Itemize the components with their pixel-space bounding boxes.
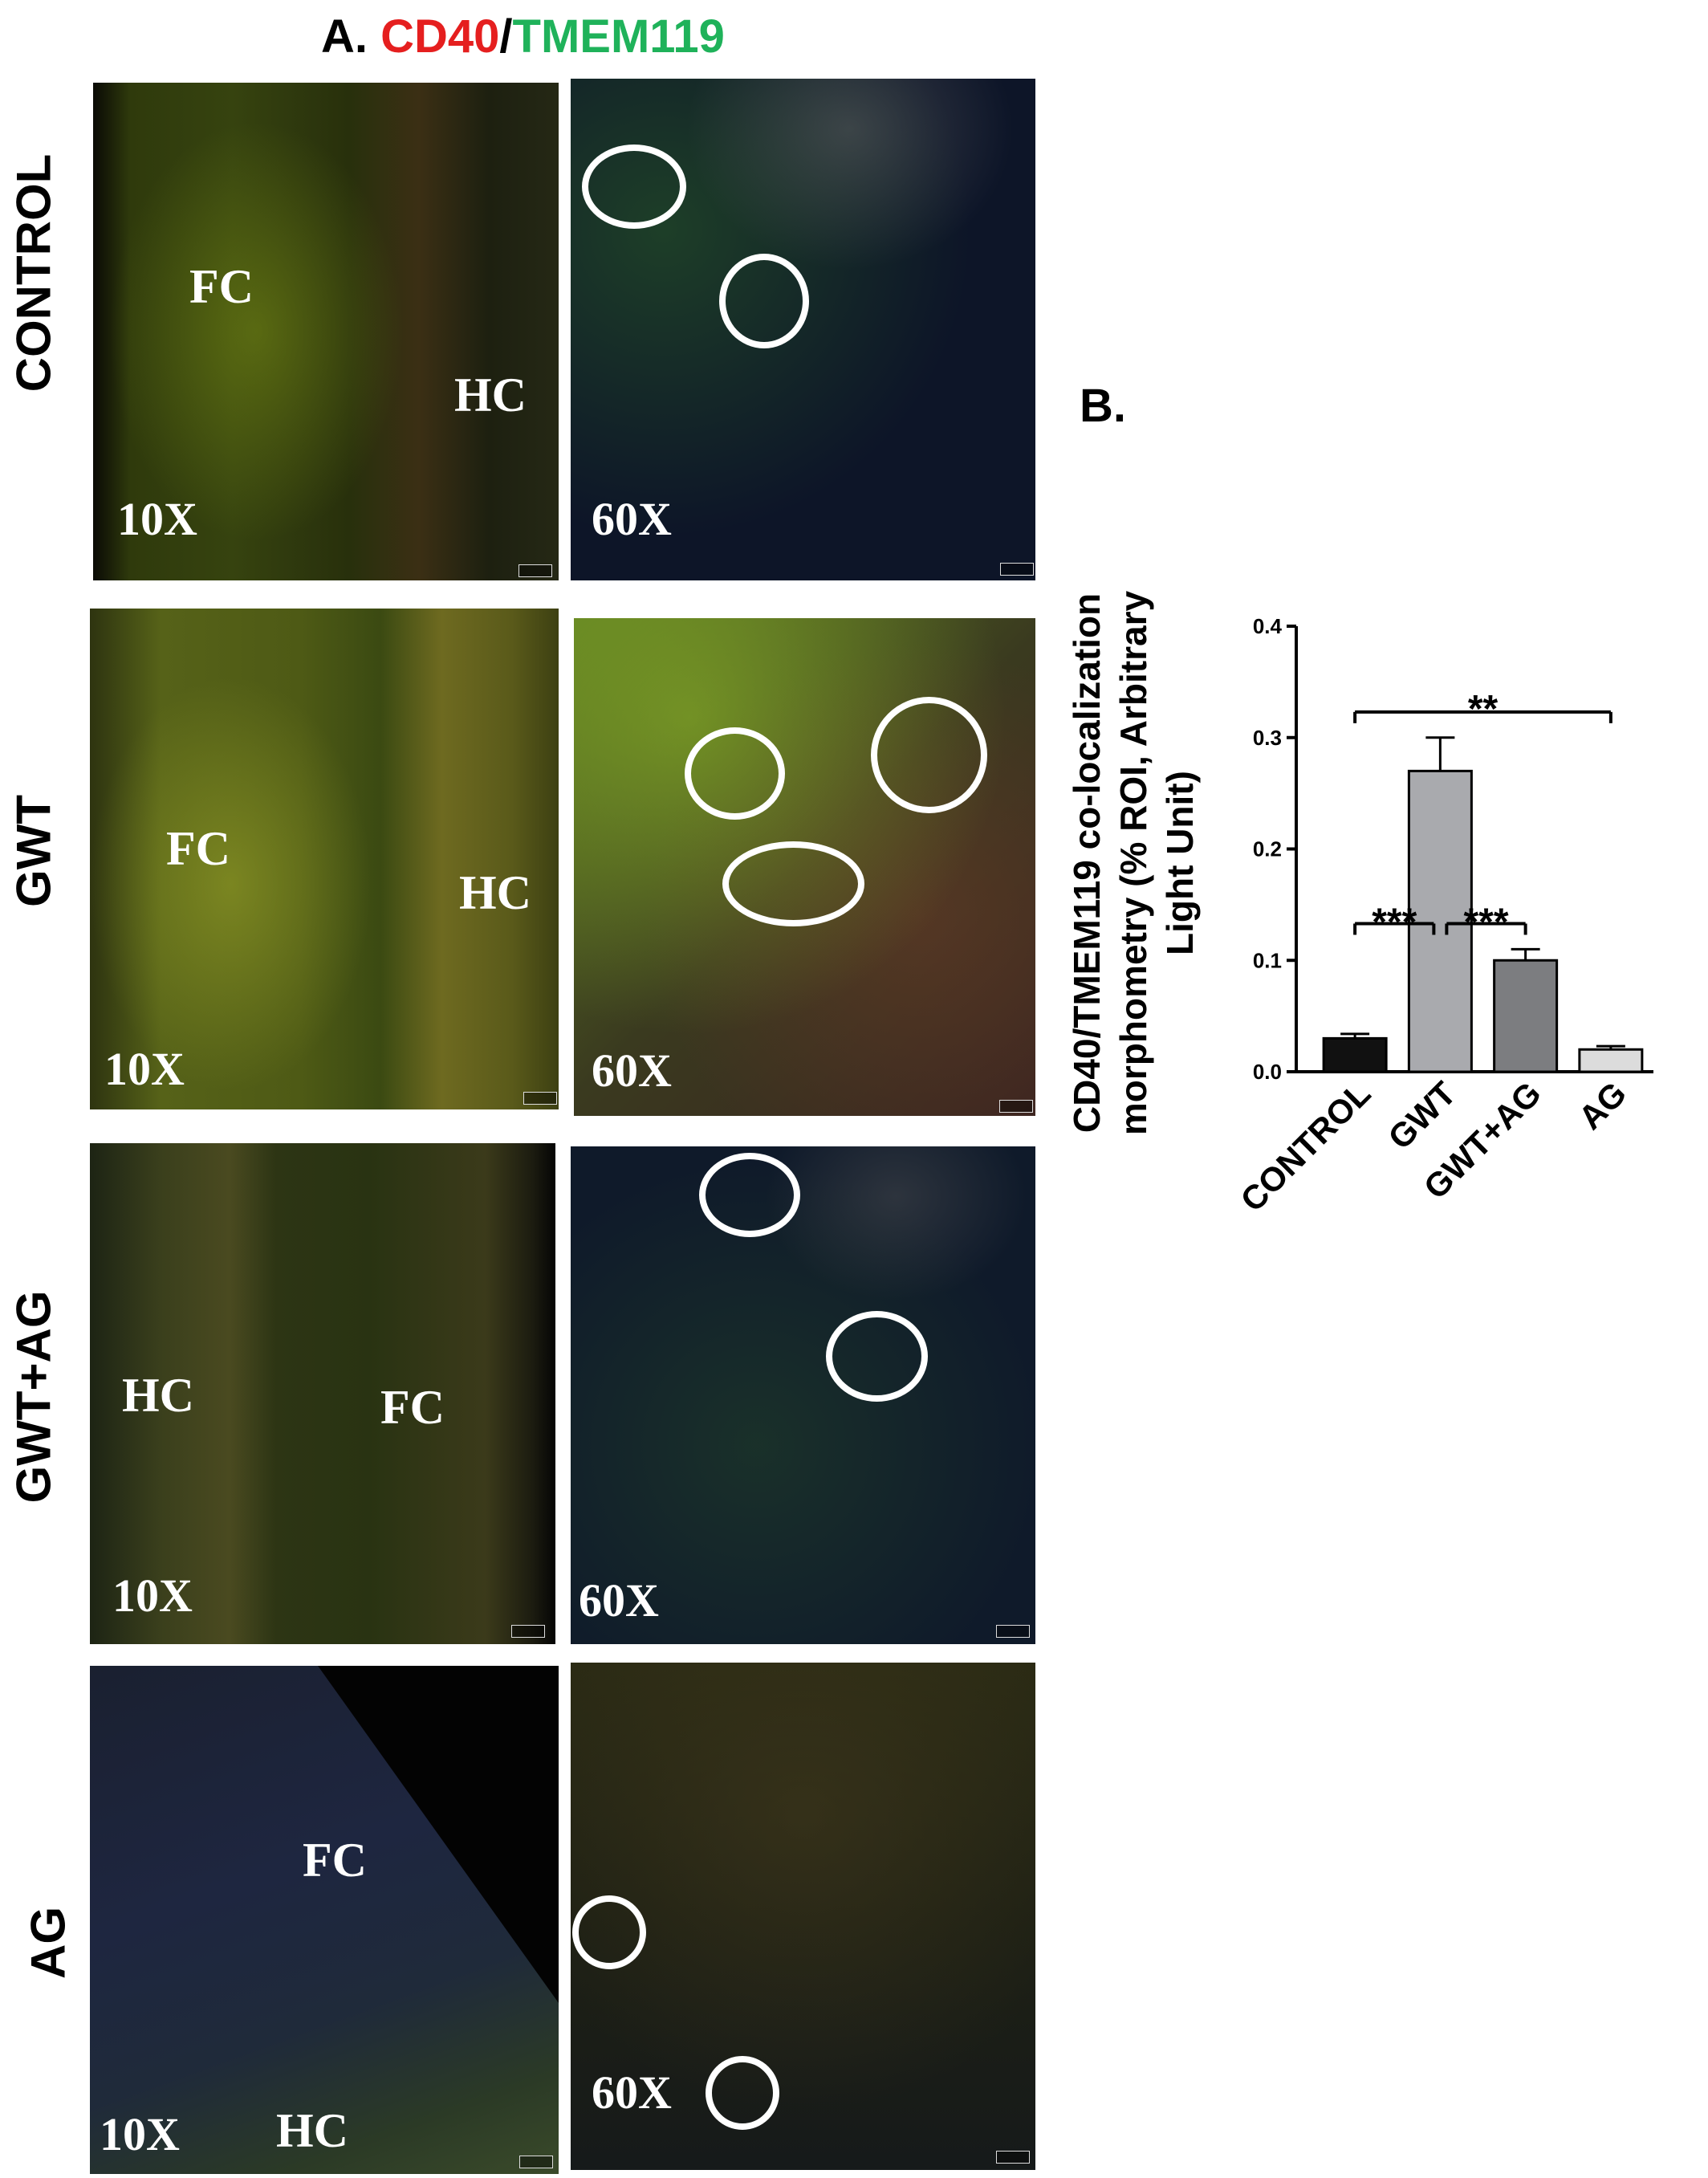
scale-bar <box>511 1625 545 1638</box>
marker-separator: / <box>499 10 513 63</box>
colocalization-circle <box>719 254 809 348</box>
gwt-10x-label: 10X <box>104 1043 185 1095</box>
scale-bar <box>996 2151 1030 2164</box>
y-tick-label: 0.1 <box>1253 948 1282 972</box>
control-10x-micrograph: FC HC 10X <box>93 83 559 580</box>
ag-region-hc: HC <box>276 2104 348 2157</box>
significance-label: ** <box>1468 688 1499 731</box>
control-60x-micrograph: 60X <box>571 79 1035 580</box>
bar <box>1322 1036 1388 1073</box>
scale-bar <box>518 564 552 577</box>
gwt-10x-micrograph: FC HC 10X <box>90 609 559 1109</box>
x-tick-label: AG <box>1571 1074 1633 1137</box>
y-axis-label-line: CD40/TMEM119 co-localization <box>1066 593 1108 1133</box>
control-60x-label: 60X <box>592 493 672 545</box>
colocalization-circle <box>572 1895 646 1969</box>
x-tick-label: CONTROL <box>1233 1074 1377 1219</box>
ag-10x-micrograph: FC HC 10X <box>90 1666 559 2174</box>
ag-60x-label: 60X <box>592 2066 672 2119</box>
gwt-ag-region-fc: FC <box>380 1381 445 1434</box>
panel-a-label: A. <box>321 10 368 63</box>
ag-region-fc: FC <box>303 1834 367 1887</box>
significance-label: *** <box>1463 901 1508 943</box>
colocalization-bar-chart: CD40/TMEM119 co-localization morphometry … <box>1066 590 1653 1219</box>
colocalization-circle <box>826 1311 928 1402</box>
significance-brackets: ***** *** <box>1353 688 1612 943</box>
y-tick-label: 0.4 <box>1253 614 1283 638</box>
colocalization-circle <box>699 1153 800 1237</box>
scale-bar <box>999 1100 1033 1113</box>
bars <box>1322 736 1644 1073</box>
gwt-ag-10x-micrograph: HC FC 10X <box>90 1143 555 1644</box>
colocalization-circle <box>871 697 987 813</box>
gwt-60x-label: 60X <box>592 1044 672 1097</box>
y-tick-label: 0.0 <box>1253 1060 1282 1084</box>
gwt-ag-60x-micrograph: 60X <box>571 1146 1035 1644</box>
colocalization-circle <box>706 2056 779 2130</box>
gwt-ag-10x-label: 10X <box>112 1569 193 1622</box>
row-label-ag: AG <box>21 1907 75 1979</box>
scale-bar <box>519 2156 553 2168</box>
y-tick-label: 0.2 <box>1253 837 1282 861</box>
gwt-region-hc: HC <box>459 866 531 919</box>
row-label-control: CONTROL <box>6 153 61 393</box>
significance-label: *** <box>1372 901 1417 943</box>
y-axis-label: CD40/TMEM119 co-localization morphometry … <box>1066 590 1201 1135</box>
control-region-fc: FC <box>189 260 254 313</box>
gwt-ag-region-hc: HC <box>122 1369 194 1422</box>
panel-b-label: B. <box>1080 380 1126 432</box>
scale-bar <box>1000 563 1034 576</box>
control-region-hc: HC <box>454 368 527 421</box>
scale-bar <box>523 1092 557 1105</box>
tmem119-marker-label: TMEM119 <box>512 10 725 63</box>
colocalization-circle <box>685 727 785 820</box>
tissue-edge <box>318 1666 559 2003</box>
gwt-ag-60x-label: 60X <box>579 1574 659 1626</box>
bar <box>1578 1048 1644 1073</box>
gwt-region-fc: FC <box>166 822 230 875</box>
bar <box>1407 769 1473 1073</box>
y-tick-label: 0.3 <box>1253 726 1282 750</box>
y-axis-label-line: Light Unit) <box>1159 771 1201 955</box>
row-label-gwt: GWT <box>6 795 61 907</box>
scale-bar <box>996 1625 1030 1638</box>
y-ticks: 0.0 0.1 0.2 0.3 0.4 <box>1253 614 1296 1084</box>
row-label-gwt-ag: GWT+AG <box>6 1290 61 1504</box>
cd40-marker-label: CD40 <box>380 10 500 63</box>
bar <box>1493 959 1559 1073</box>
gwt-60x-micrograph: 60X <box>574 618 1035 1116</box>
colocalization-circle <box>722 841 864 926</box>
ag-60x-micrograph: 60X <box>571 1663 1035 2170</box>
colocalization-circle <box>582 145 686 229</box>
ag-10x-label: 10X <box>100 2108 180 2160</box>
control-10x-label: 10X <box>117 493 197 545</box>
panel-a-title: A. CD40/TMEM119 <box>321 10 725 63</box>
y-axis-label-line: morphometry (% ROI, Arbitrary <box>1112 590 1154 1135</box>
